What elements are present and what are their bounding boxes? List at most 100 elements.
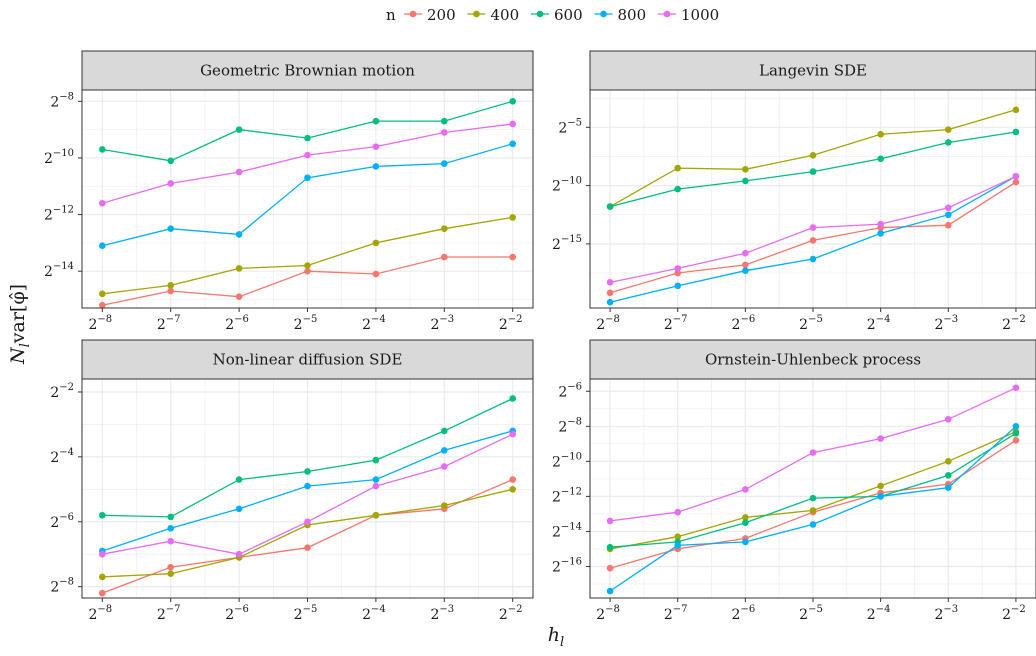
data-point (441, 160, 448, 167)
y-axis-title: Nlvar[φ̂] (7, 284, 33, 365)
y-tick-label: 2−8 (558, 416, 582, 435)
data-point (372, 270, 380, 278)
data-point (1012, 106, 1020, 114)
data-point (877, 155, 884, 163)
data-point (606, 203, 614, 210)
data-point (441, 225, 448, 233)
data-point (809, 494, 817, 502)
grid (82, 90, 533, 308)
series-600 (98, 98, 517, 165)
panel-strip (589, 339, 1036, 380)
data-point (606, 289, 614, 297)
data-point (98, 550, 106, 558)
data-point (98, 146, 106, 153)
data-point (441, 117, 448, 125)
data-point (167, 157, 174, 165)
x-tick-label: 2−7 (664, 314, 688, 333)
data-point (98, 199, 106, 207)
data-point (372, 482, 380, 490)
y-tick-label: 2−15 (552, 234, 582, 253)
series-600 (606, 128, 1020, 210)
x-tick-label: 2−4 (362, 314, 386, 333)
legend-label: 200 (427, 6, 456, 24)
data-point (304, 267, 311, 275)
legend-label: 1000 (681, 6, 719, 24)
data-point (98, 242, 106, 250)
data-point (742, 267, 749, 274)
legend: n 200 400 600 800 1000 (386, 6, 719, 24)
x-tick-label: 2−8 (596, 314, 620, 333)
data-point (606, 298, 614, 306)
data-point (944, 458, 952, 465)
axis-titles: hl Nlvar[φ̂] (7, 284, 564, 650)
data-point (167, 287, 174, 295)
x-tick-label: 2−8 (596, 604, 620, 623)
data-point (742, 486, 749, 493)
panel-title: Non-linear diffusion SDE (213, 351, 403, 369)
data-point (809, 168, 817, 175)
data-point (441, 129, 448, 136)
data-point (809, 255, 817, 263)
x-axis: 2−8 2−7 2−6 2−5 2−4 2−3 2−2 (88, 308, 523, 333)
panel-title: Ornstein-Uhlenbeck process (705, 351, 921, 369)
series-800 (606, 423, 1020, 595)
data-point (509, 486, 517, 493)
data-point (235, 476, 243, 483)
facet-panel-1: Geometric Brownian motion 2−14 2−12 2−10 2−8… (44, 50, 534, 333)
data-point (1012, 437, 1020, 444)
data-point (304, 151, 311, 159)
series-1000 (606, 384, 1020, 525)
data-point (674, 185, 682, 193)
x-tick-label: 2−5 (294, 604, 318, 623)
x-tick-label: 2−4 (867, 604, 891, 623)
x-tick-label: 2−7 (157, 604, 181, 623)
data-point (167, 570, 174, 577)
data-point (674, 164, 682, 172)
y-tick-label: 2−14 (44, 261, 74, 280)
data-point (944, 415, 952, 423)
data-point (304, 134, 311, 142)
legend-entry-200: 200 (404, 6, 456, 24)
data-point (372, 456, 380, 464)
data-point (674, 533, 682, 540)
x-tick-label: 2−6 (225, 604, 249, 623)
y-tick-label: 2−6 (558, 381, 582, 400)
data-point (742, 538, 749, 546)
data-point (167, 180, 174, 187)
x-tick-label: 2−3 (430, 314, 454, 333)
y-axis: 2−14 2−12 2−10 2−8 (44, 91, 82, 280)
legend-key-point (409, 10, 417, 18)
data-point (809, 237, 817, 244)
data-point (509, 120, 517, 128)
y-tick-label: 2−2 (50, 382, 74, 401)
data-point (167, 225, 174, 233)
data-point (944, 211, 952, 219)
data-point (809, 507, 817, 514)
legend-title: n (386, 6, 396, 24)
grid (590, 379, 1036, 598)
y-axis: 2−16 2−14 2−12 2−10 2−8 2−6 (552, 381, 590, 575)
panel-strip (589, 50, 1036, 91)
y-tick-label: 2−12 (552, 486, 582, 505)
y-tick-label: 2−12 (44, 205, 74, 224)
data-point (304, 262, 311, 269)
data-point (235, 550, 243, 558)
x-tick-label: 2−8 (88, 314, 112, 333)
data-point (304, 544, 311, 552)
panel-strip (81, 50, 534, 91)
data-point (877, 482, 884, 490)
legend-entry-400: 400 (467, 6, 519, 24)
facet-panels: Geometric Brownian motion 2−14 2−12 2−10 2−8… (44, 50, 1036, 623)
legend-key-point (600, 10, 607, 18)
legend-entry-800: 800 (594, 6, 646, 24)
data-point (742, 249, 749, 257)
data-point (167, 537, 174, 545)
series-1000 (606, 172, 1020, 286)
data-point (809, 151, 817, 159)
data-point (674, 282, 682, 290)
x-tick-label: 2−4 (867, 314, 891, 333)
y-tick-label: 2−14 (552, 521, 582, 540)
